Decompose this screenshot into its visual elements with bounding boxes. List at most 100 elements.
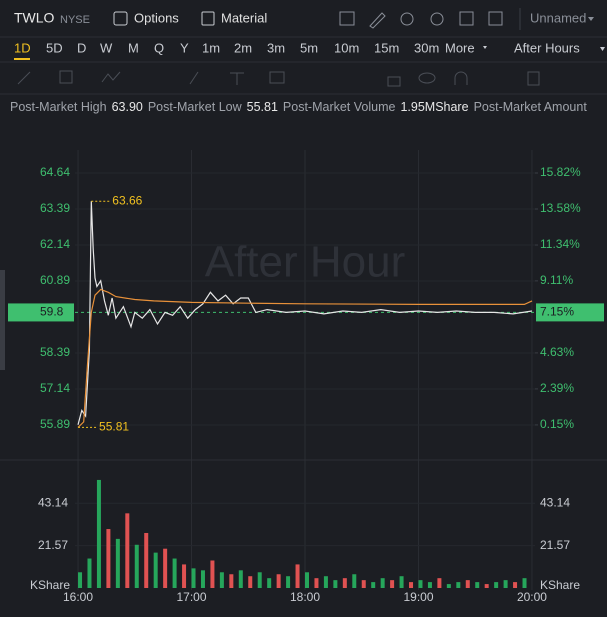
period-button[interactable]: Y	[180, 40, 189, 55]
y2-tick-label: 15.82%	[540, 165, 581, 179]
y-tick-label: 58.39	[40, 345, 70, 359]
volume-bar	[475, 582, 480, 588]
icon[interactable]	[430, 12, 444, 26]
volume-bar	[484, 584, 489, 588]
volume-bar	[352, 574, 357, 588]
period-button[interactable]: 2m	[234, 40, 252, 55]
x-tick-label: 19:00	[403, 590, 433, 604]
symbol[interactable]: TWLO	[14, 10, 55, 26]
icon[interactable]	[59, 70, 73, 84]
volume-bar	[390, 580, 395, 588]
volume-bar	[437, 578, 442, 588]
stats-line: Post-Market High 63.90 Post-Market Low 55.8…	[10, 100, 587, 114]
side-handle[interactable]	[0, 270, 5, 370]
volume-bar	[191, 568, 196, 588]
period-button[interactable]: 30m	[414, 40, 439, 55]
volume-bar	[427, 582, 432, 588]
icon[interactable]	[400, 12, 414, 26]
volume-bar	[295, 564, 300, 588]
volume-bar	[182, 564, 187, 588]
volume-bar	[276, 574, 281, 588]
annotation-label: 55.81	[99, 420, 129, 434]
stat-label: Post-Market Low	[148, 100, 243, 114]
stat-label: Post-Market Amount	[474, 100, 588, 114]
period-button[interactable]: D	[77, 40, 86, 55]
y2-tick-label: 13.58%	[540, 201, 581, 215]
annotation-label: 63.66	[112, 193, 142, 207]
period-button[interactable]: M	[128, 40, 139, 55]
price-line	[77, 201, 533, 425]
icon[interactable]	[459, 11, 474, 26]
volume-bar	[333, 580, 338, 588]
current-pct-badge	[536, 303, 604, 322]
volume-bar	[446, 584, 451, 588]
icon[interactable]	[269, 71, 285, 84]
drawing-tools	[17, 70, 540, 87]
period-button[interactable]: 5m	[300, 40, 318, 55]
volume-bar	[465, 580, 470, 588]
volume-bar	[238, 570, 243, 588]
stat-value: 63.90	[112, 100, 143, 114]
layout-name[interactable]: Unnamed	[530, 10, 586, 25]
stat-label: Post-Market High	[10, 100, 107, 114]
volume-bar	[219, 572, 224, 588]
icon[interactable]	[230, 72, 244, 85]
period-button[interactable]: 1m	[202, 40, 220, 55]
x-tick-label: 20:00	[517, 590, 547, 604]
options-icon[interactable]	[113, 11, 128, 26]
volume-bar	[125, 513, 130, 588]
period-button[interactable]: 1D	[14, 40, 31, 55]
icon[interactable]	[189, 71, 199, 85]
volume-bar	[96, 479, 101, 588]
volume-bar	[494, 582, 499, 588]
volume-bar	[267, 578, 272, 588]
volume-bar	[210, 560, 215, 588]
icon[interactable]	[369, 12, 386, 29]
y2-tick-label: 4.63%	[540, 345, 574, 359]
period-button[interactable]: 10m	[334, 40, 359, 55]
volume-bar	[323, 576, 328, 588]
period-button[interactable]: More	[445, 40, 475, 55]
period-button[interactable]: 5D	[46, 40, 63, 55]
session-select[interactable]: After Hours	[514, 40, 580, 55]
icon[interactable]	[454, 71, 468, 85]
icon[interactable]	[101, 71, 121, 83]
icon[interactable]	[339, 11, 355, 26]
y-tick-label: 59.8	[40, 305, 64, 319]
stat-value: 1.95MShare	[400, 100, 468, 114]
volume-bar	[257, 572, 262, 588]
unit-label: KShare	[30, 578, 70, 592]
unit-label: KShare	[540, 578, 580, 592]
period-button[interactable]: Q	[154, 40, 164, 55]
y-tick-label: 21.57	[38, 538, 68, 552]
y2-tick-label: 43.14	[540, 495, 570, 509]
icon[interactable]	[488, 11, 503, 26]
volume-bar	[153, 552, 158, 588]
volume-bar	[314, 578, 319, 588]
volume-bar	[361, 580, 366, 588]
period-button[interactable]: W	[100, 40, 113, 55]
icon[interactable]	[17, 71, 31, 85]
y-tick-label: 55.89	[40, 417, 70, 431]
price-line	[77, 288, 533, 428]
volume-bar	[380, 578, 385, 588]
exchange: NYSE	[60, 14, 90, 26]
icon[interactable]	[418, 72, 436, 84]
y2-tick-label: 11.34%	[540, 237, 580, 251]
material-button[interactable]: Material	[221, 10, 267, 25]
volume-bar	[115, 538, 120, 588]
material-icon[interactable]	[201, 11, 215, 26]
period-underline	[14, 58, 30, 60]
icon[interactable]	[527, 71, 540, 86]
icon[interactable]	[387, 76, 401, 87]
options-button[interactable]: Options	[134, 10, 179, 25]
period-button[interactable]: 15m	[374, 40, 399, 55]
period-button[interactable]: 3m	[267, 40, 285, 55]
volume-bar	[134, 544, 139, 588]
dropdown-arrow	[588, 17, 594, 21]
volume-bar	[456, 582, 461, 588]
stat-label: Post-Market Volume	[283, 100, 396, 114]
volume-bar	[229, 574, 234, 588]
